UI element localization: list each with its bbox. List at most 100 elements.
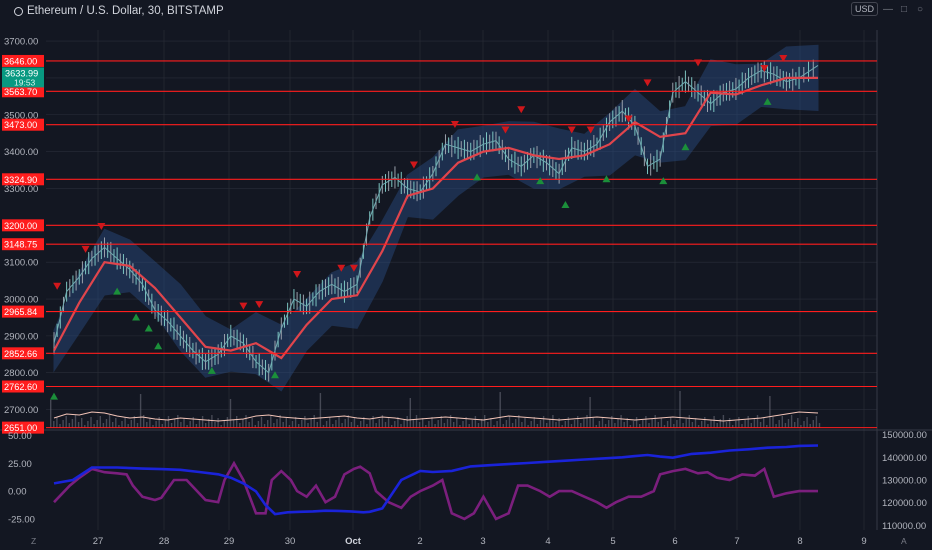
volume-bar <box>515 419 517 428</box>
volume-bar <box>279 415 281 428</box>
chart-title: Ethereum / U.S. Dollar, 30, BITSTAMP <box>14 5 224 17</box>
level-label: 3646.00 <box>4 56 37 66</box>
oscillator-tick-label: 50.00 <box>8 431 32 442</box>
volume-bar <box>332 424 334 428</box>
volume-bar <box>707 424 709 428</box>
volume-bar <box>288 425 291 428</box>
volume-bar <box>440 416 442 428</box>
volume-bar <box>511 423 514 428</box>
volume-bar <box>480 419 483 428</box>
volume-bar <box>530 421 532 428</box>
volume-bar <box>508 416 511 428</box>
volume-tick-label: 110000.00 <box>882 521 926 532</box>
symbol-circle-icon[interactable] <box>14 6 23 16</box>
volume-bar <box>214 422 216 428</box>
buy-marker <box>561 201 570 209</box>
volume-bar <box>570 424 573 428</box>
currency-selector[interactable]: USD <box>850 2 878 16</box>
volume-bar <box>536 424 539 428</box>
sell-marker <box>501 126 510 134</box>
volume-bar <box>722 415 725 428</box>
volume-bar <box>685 419 687 428</box>
volume-bar <box>198 420 201 428</box>
volume-bar <box>818 423 821 428</box>
volume-bar <box>524 418 526 428</box>
volume-bar <box>372 416 374 428</box>
volume-bar <box>161 424 163 428</box>
sell-marker <box>694 59 703 67</box>
volume-bar <box>307 423 309 428</box>
volume-bar <box>666 421 669 428</box>
restore-icon[interactable]: □ <box>900 3 908 15</box>
level-label-box <box>2 54 44 67</box>
volume-bar <box>552 415 554 428</box>
sell-marker <box>624 115 633 123</box>
price-tick-label: 3700.00 <box>4 37 38 48</box>
sell-marker <box>255 301 264 309</box>
volume-bar <box>394 421 396 428</box>
time-axis: 27 28 29 30 Oct 2 3 4 5 6 7 8 9 <box>93 536 867 547</box>
price-tick-label: 2900.00 <box>4 331 38 342</box>
volume-bar <box>183 418 185 428</box>
close-icon[interactable]: ○ <box>916 3 924 15</box>
volume-bar <box>81 418 83 428</box>
volume-bar <box>201 416 204 428</box>
volume-bar <box>282 422 284 428</box>
volume-bar <box>586 415 588 428</box>
volume-bar <box>53 421 55 428</box>
volume-bar <box>251 418 253 428</box>
volume-bar <box>623 422 625 428</box>
volume-bar <box>533 417 535 428</box>
volume-bar <box>645 416 647 428</box>
volume-bar <box>701 421 703 428</box>
support-resistance-levels: 3646.00 3563.70 3473.00 3324.90 3200.00 3148.… <box>2 54 877 434</box>
volume-bar <box>350 422 353 428</box>
volume-bar <box>759 422 762 428</box>
zoom-icon: Z <box>31 536 36 546</box>
volume-bar <box>77 422 80 428</box>
volume-bar <box>753 419 756 428</box>
volume-tick-label: 150000.00 <box>882 430 927 441</box>
volume-bar <box>105 419 108 428</box>
level-label: 3200.00 <box>4 221 37 231</box>
minimize-icon[interactable]: — <box>883 3 893 15</box>
level-label-box <box>2 421 44 434</box>
sell-marker <box>643 79 652 87</box>
buy-marker <box>602 175 611 183</box>
volume-bar <box>192 417 194 428</box>
price-tick-label: 3300.00 <box>4 184 38 195</box>
volume-bar <box>164 420 167 428</box>
volume-bar <box>546 423 548 428</box>
window-controls: USD — □ ○ <box>850 2 926 16</box>
volume-bar <box>146 422 148 428</box>
volume-bar <box>422 418 424 428</box>
sell-marker <box>81 245 90 253</box>
volume-bar <box>654 415 656 428</box>
volume-bar <box>366 424 368 428</box>
volume-bar <box>682 423 684 428</box>
volume-bar <box>679 391 681 428</box>
volume-bar <box>657 422 659 428</box>
volume-bar <box>642 420 644 428</box>
volume-bar <box>195 424 198 428</box>
volume-bar <box>158 417 160 428</box>
volume-bar <box>71 419 74 428</box>
price-tick-label: 2700.00 <box>4 405 38 416</box>
buy-marker <box>144 324 153 332</box>
volume-bar <box>133 416 136 428</box>
volume-bar <box>620 415 622 428</box>
volume-bar <box>301 420 303 428</box>
volume-bar <box>800 425 802 428</box>
volume-bar <box>797 418 799 428</box>
volume-bar <box>732 425 734 428</box>
time-tick-label: Oct <box>345 536 362 547</box>
volume-bar <box>604 424 607 428</box>
volume-bar <box>189 421 191 428</box>
volume-bar <box>549 419 551 428</box>
volume-bar <box>400 424 402 428</box>
volume-bar <box>130 420 132 428</box>
volume-bar <box>369 420 371 428</box>
volume-bar <box>601 417 604 428</box>
price-tick-label: 3100.00 <box>4 258 38 269</box>
